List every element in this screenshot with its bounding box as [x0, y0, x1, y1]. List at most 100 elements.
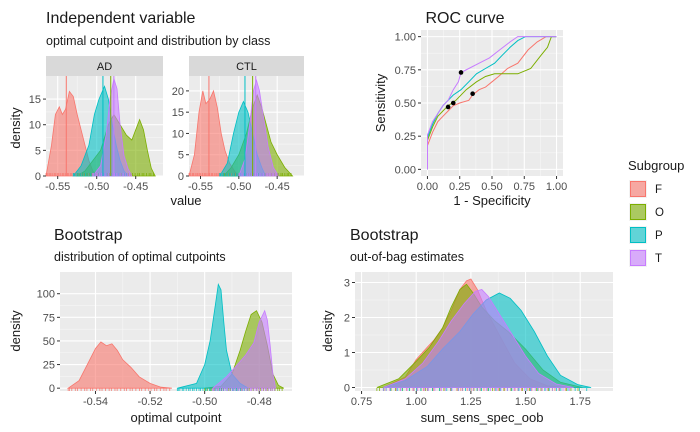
density-area-T [211, 309, 277, 389]
y-tick-label: 0.50 [395, 98, 416, 110]
y-tick-label: 0.25 [395, 131, 416, 143]
y-tick-label: 15 [172, 107, 184, 119]
x-tick-label: -0.50 [84, 181, 109, 193]
legend-swatch-P [630, 227, 646, 243]
roc-cut-point-P [445, 104, 451, 110]
roc-ylabel: Sensitivity [373, 73, 388, 132]
y-tick-label: 1 [344, 348, 350, 360]
y-tick-label: 0.75 [395, 65, 416, 77]
y-tick-label: 0 [35, 171, 41, 183]
roc-yticks: 0.00 0.25 0.50 0.75 1.00 [395, 32, 421, 176]
independent-xlabel: value [170, 193, 201, 208]
y-tick-label: 0.00 [395, 164, 416, 176]
y-tick-label: 0 [178, 171, 184, 183]
facet-ad-cutpoints [65, 76, 115, 176]
legend-title: Subgroup [628, 158, 684, 173]
roc-line-T [427, 36, 557, 170]
x-tick-label: 0.25 [449, 181, 470, 193]
x-tick-label: 0.75 [514, 181, 535, 193]
y-tick-label: 15 [29, 94, 41, 106]
legend-label-F: F [655, 184, 662, 196]
x-tick-label: 0.00 [417, 181, 438, 193]
bootstrap-cutpoints-title: Bootstrap [54, 227, 123, 244]
bootstrap-oob-subtitle: out-of-bag estimates [350, 250, 464, 264]
y-tick-label: 0 [344, 383, 350, 395]
y-tick-label: 0 [49, 383, 55, 395]
roc-xticks: 0.00 0.25 0.50 0.75 1.00 [417, 176, 567, 193]
independent-subtitle: optimal cutpoint and distribution by cla… [46, 34, 270, 48]
bootstrap-cutpoints-yticks: 0 25 50 75 100 [37, 289, 60, 395]
x-tick-label: 1.00 [406, 396, 427, 408]
x-tick-label: 1.25 [460, 396, 481, 408]
roc-cut-point-O [450, 100, 456, 106]
bootstrap-cutpoints-ylabel: density [8, 310, 23, 352]
y-tick-label: 20 [172, 86, 184, 98]
density-area-F [66, 341, 172, 389]
facet-ad-yticks: 0 5 10 15 [29, 94, 46, 183]
facet-ctl-densities [188, 78, 294, 177]
x-tick-label: 1.00 [546, 181, 567, 193]
bootstrap-cutpoints-xticks: -0.54 -0.52 -0.50 -0.48 [83, 391, 272, 408]
legend-swatch-O [630, 204, 646, 220]
x-tick-label: 0.75 [351, 396, 372, 408]
y-tick-label: 25 [43, 360, 55, 372]
roc-line-O [427, 36, 557, 170]
roc-cut-point-T [458, 70, 464, 75]
facet-ad-densities [45, 78, 156, 177]
bootstrap-oob-ylabel: density [320, 310, 335, 352]
y-tick-label: 1.00 [395, 32, 416, 44]
roc-cut-points [445, 70, 475, 110]
facet-label-ctl: CTL [236, 61, 257, 73]
bootstrap-cutpoints-densities [66, 282, 284, 389]
y-tick-label: 2 [344, 313, 350, 325]
y-tick-label: 10 [172, 128, 184, 140]
density-area-T [383, 289, 574, 388]
y-tick-label: 100 [37, 289, 55, 301]
legend-label-P: P [655, 230, 663, 242]
y-tick-label: 5 [35, 145, 41, 157]
x-tick-label: -0.50 [226, 181, 251, 193]
facet-ctl-rug [188, 173, 292, 176]
facet-ad-xticks: -0.55 -0.50 -0.45 [45, 176, 148, 193]
independent-ylabel: density [8, 107, 23, 149]
bootstrap-oob-title: Bootstrap [350, 227, 419, 244]
bootstrap-cutpoints-rug [67, 388, 283, 391]
facet-strip-ctl [189, 56, 304, 76]
facet-ctl-yticks: 0 5 10 15 20 [172, 86, 189, 183]
x-tick-label: 1.50 [515, 396, 536, 408]
bootstrap-oob-xlabel: sum_sens_spec_oob [421, 410, 544, 425]
y-tick-label: 75 [43, 312, 55, 324]
legend-swatch-F [630, 181, 646, 197]
x-tick-label: -0.55 [45, 181, 70, 193]
roc-curves [427, 36, 557, 170]
y-tick-label: 50 [43, 336, 55, 348]
legend-label-T: T [655, 253, 662, 265]
x-tick-label: -0.45 [123, 181, 148, 193]
bootstrap-oob-rug [376, 388, 588, 391]
x-tick-label: 0.50 [481, 181, 502, 193]
x-tick-label: -0.55 [188, 181, 213, 193]
facet-ctl-xticks: -0.55 -0.50 -0.45 [188, 176, 290, 193]
roc-line-F [427, 36, 557, 170]
facet-ad-rug [45, 173, 154, 176]
facet-strip-ad [46, 56, 163, 76]
x-tick-label: 1.75 [569, 396, 590, 408]
y-tick-label: 5 [178, 150, 184, 162]
facet-ctl-cutpoints [208, 76, 257, 176]
bootstrap-oob-yticks: 0 1 2 3 [344, 278, 355, 395]
bootstrap-cutpoints-subtitle: distribution of optimal cutpoints [54, 250, 226, 264]
bootstrap-oob-densities [376, 278, 592, 388]
x-tick-label: -0.48 [247, 396, 272, 408]
legend-label-O: O [655, 207, 664, 219]
x-tick-label: -0.54 [83, 396, 108, 408]
y-tick-label: 3 [344, 278, 350, 290]
roc-title: ROC curve [425, 10, 504, 27]
roc-xlabel: 1 - Specificity [453, 193, 531, 208]
y-tick-label: 10 [29, 120, 41, 132]
x-tick-label: -0.50 [192, 396, 217, 408]
x-tick-label: -0.52 [138, 396, 163, 408]
bootstrap-cutpoints-xlabel: optimal cutpoint [130, 410, 221, 425]
